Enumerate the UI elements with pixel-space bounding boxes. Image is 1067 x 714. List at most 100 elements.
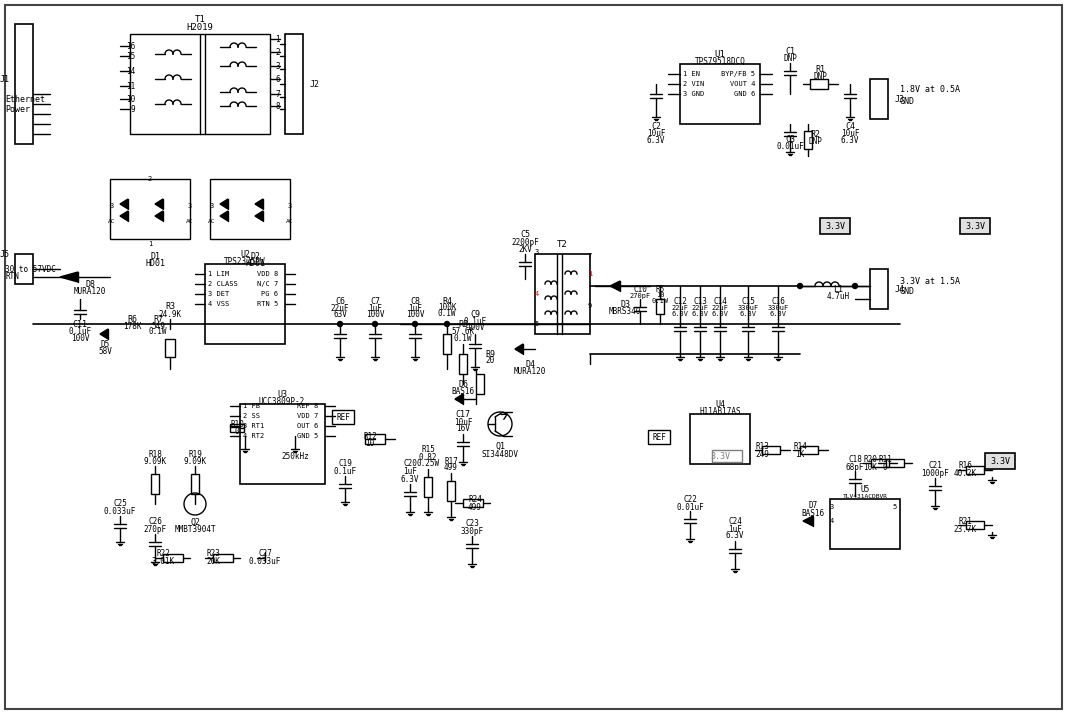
Text: 3.3V at 1.5A: 3.3V at 1.5A <box>899 276 960 286</box>
Text: 16V: 16V <box>456 423 469 433</box>
Bar <box>762 446 780 454</box>
Text: R9: R9 <box>485 349 495 358</box>
Text: U4: U4 <box>715 400 724 408</box>
Text: 270pF: 270pF <box>143 525 166 533</box>
Text: Q1: Q1 <box>495 441 505 451</box>
Text: 3: 3 <box>535 249 539 255</box>
Text: 270pF: 270pF <box>630 293 651 299</box>
Polygon shape <box>220 199 228 209</box>
Bar <box>648 430 670 444</box>
Text: 2 VIN: 2 VIN <box>683 81 704 87</box>
Bar <box>805 131 812 149</box>
Text: GND 5: GND 5 <box>297 433 318 439</box>
Text: C21: C21 <box>928 461 942 471</box>
Polygon shape <box>60 272 78 282</box>
Text: 0.1W: 0.1W <box>652 298 669 304</box>
Text: 22uF: 22uF <box>712 305 729 311</box>
Text: R14: R14 <box>793 441 807 451</box>
Bar <box>163 554 184 562</box>
Bar <box>285 34 303 134</box>
Text: REF 8: REF 8 <box>297 403 318 409</box>
Text: C6: C6 <box>335 296 345 306</box>
Text: DNP: DNP <box>783 54 797 63</box>
Text: R3: R3 <box>165 301 175 311</box>
Text: C20: C20 <box>403 460 417 468</box>
Text: 1: 1 <box>148 241 153 247</box>
Text: Power: Power <box>5 104 30 114</box>
Text: 3: 3 <box>210 203 214 209</box>
Bar <box>130 34 270 134</box>
Text: HD01: HD01 <box>145 258 165 268</box>
Text: RTN: RTN <box>5 271 19 281</box>
Bar <box>165 339 175 357</box>
Text: L1: L1 <box>833 284 843 293</box>
Polygon shape <box>803 516 813 526</box>
Text: 15: 15 <box>126 51 136 61</box>
Text: Ethernet: Ethernet <box>5 94 45 104</box>
Text: 23.7K: 23.7K <box>954 525 976 533</box>
Text: 9.09K: 9.09K <box>143 458 166 466</box>
Text: 4 RT2: 4 RT2 <box>243 433 265 439</box>
Polygon shape <box>155 199 163 209</box>
Text: HD01: HD01 <box>245 258 265 268</box>
Text: R12: R12 <box>363 431 377 441</box>
Text: C4: C4 <box>845 121 855 131</box>
Text: 6.3V: 6.3V <box>739 311 757 317</box>
Circle shape <box>372 321 378 326</box>
Text: 2: 2 <box>275 48 280 56</box>
Text: 8: 8 <box>275 101 280 111</box>
Text: R7: R7 <box>153 314 163 323</box>
Text: 0.1W: 0.1W <box>453 333 473 343</box>
Text: VDD 7: VDD 7 <box>297 413 318 419</box>
Bar <box>712 450 742 462</box>
Text: 4.7uH: 4.7uH <box>827 291 849 301</box>
Text: 10: 10 <box>126 94 136 104</box>
Text: T1: T1 <box>194 14 205 24</box>
Text: C22: C22 <box>683 495 697 503</box>
Text: 3: 3 <box>110 203 114 209</box>
Text: 1uF: 1uF <box>403 468 417 476</box>
Text: 6.3V: 6.3V <box>841 136 859 144</box>
Text: 0.01uF: 0.01uF <box>776 141 803 151</box>
Bar <box>966 466 984 474</box>
Bar <box>230 424 244 432</box>
Text: 0.25W: 0.25W <box>416 460 440 468</box>
Text: 5: 5 <box>535 321 539 327</box>
Text: 0.1W: 0.1W <box>148 326 168 336</box>
Text: R8: R8 <box>458 319 468 328</box>
Text: 10: 10 <box>656 292 665 298</box>
Text: REF: REF <box>652 433 666 441</box>
Bar <box>656 299 664 314</box>
Text: C11: C11 <box>73 319 87 328</box>
Bar <box>365 434 385 444</box>
Text: 100V: 100V <box>366 309 384 318</box>
Polygon shape <box>220 211 228 221</box>
Text: 1: 1 <box>588 271 592 277</box>
Text: 0.01uF: 0.01uF <box>676 503 704 511</box>
Text: 499: 499 <box>468 503 482 511</box>
Bar <box>152 474 159 494</box>
Text: 4: 4 <box>830 518 834 524</box>
Text: R22: R22 <box>156 550 170 558</box>
Bar <box>886 459 904 467</box>
Text: C3: C3 <box>785 134 795 144</box>
Text: 30 to 57VDC: 30 to 57VDC <box>5 264 55 273</box>
Text: 249: 249 <box>755 450 769 458</box>
Text: 330uF: 330uF <box>737 305 759 311</box>
Text: AC: AC <box>187 218 194 223</box>
Text: 9.09K: 9.09K <box>184 458 207 466</box>
Text: R18: R18 <box>148 450 162 458</box>
Bar <box>476 374 484 394</box>
Text: C12: C12 <box>673 296 687 306</box>
Text: C19: C19 <box>338 460 352 468</box>
Text: C2: C2 <box>651 121 660 131</box>
Text: C23: C23 <box>465 520 479 528</box>
Text: 0.1uF: 0.1uF <box>68 326 92 336</box>
Bar <box>870 79 888 119</box>
Text: C14: C14 <box>713 296 727 306</box>
Text: R6: R6 <box>127 314 137 323</box>
Text: R19: R19 <box>188 450 202 458</box>
Text: 20: 20 <box>485 356 495 365</box>
Text: C24: C24 <box>728 516 742 526</box>
Polygon shape <box>100 329 108 339</box>
